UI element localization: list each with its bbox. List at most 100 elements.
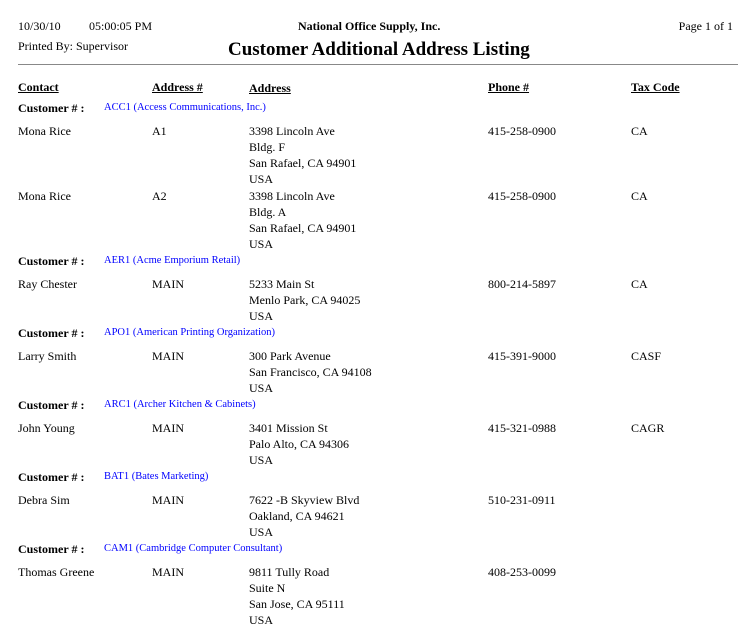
address-line: USA xyxy=(249,237,274,251)
phone-cell: 510-231-0911 xyxy=(488,493,556,507)
customer-label: Customer # : xyxy=(18,542,85,556)
address-cell: 3398 Lincoln Ave Bldg. A San Rafael, CA 94… xyxy=(249,188,750,252)
table-row: Thomas Greene MAIN 408-253-0099 9811 Tully … xyxy=(0,564,750,628)
address-line: 3401 Mission St xyxy=(249,421,328,435)
address-no-cell: MAIN xyxy=(152,349,184,363)
customer-group: Customer # : APO1 (American Printing Orga… xyxy=(0,325,750,396)
address-line: USA xyxy=(249,172,274,186)
address-line: 300 Park Avenue xyxy=(249,349,331,363)
table-row: Ray Chester MAIN 800-214-5897 CA 5233 Main S… xyxy=(0,276,750,324)
address-line: Suite N xyxy=(249,581,286,595)
table-row: John Young MAIN 415-321-0988 CAGR 3401 Missi… xyxy=(0,420,750,468)
address-line: Palo Alto, CA 94306 xyxy=(249,437,350,451)
customer-group: Customer # : ACC1 (Access Communications,… xyxy=(0,100,750,252)
address-line: USA xyxy=(249,381,274,395)
address-cell: 5233 Main St Menlo Park, CA 94025 USA xyxy=(249,276,750,324)
customer-header: Customer # : AER1 (Acme Emporium Retail) xyxy=(0,253,750,276)
address-line: San Francisco, CA 94108 xyxy=(249,365,372,379)
column-tax-code: Tax Code xyxy=(631,80,680,94)
address-no-cell: MAIN xyxy=(152,421,184,435)
address-line: USA xyxy=(249,525,274,539)
print-time: 05:00:05 PM xyxy=(89,19,153,33)
address-line: 5233 Main St xyxy=(249,277,315,291)
address-line: Oakland, CA 94621 xyxy=(249,509,345,523)
phone-cell: 415-391-9000 xyxy=(488,349,556,363)
customer-header: Customer # : APO1 (American Printing Orga… xyxy=(0,325,750,348)
phone-cell: 415-258-0900 xyxy=(488,124,556,138)
table-row: Debra Sim MAIN 510-231-0911 7622 -B Skyview… xyxy=(0,492,750,540)
table-row: Mona Rice A2 415-258-0900 CA 3398 Lincoln Av… xyxy=(0,188,750,252)
customer-label: Customer # : xyxy=(18,326,85,340)
contact-cell: Debra Sim xyxy=(18,493,70,507)
table-row: Larry Smith MAIN 415-391-9000 CASF 300 Park … xyxy=(0,348,750,396)
address-cell: 7622 -B Skyview Blvd Oakland, CA 94621 USA xyxy=(249,492,750,540)
address-line: 7622 -B Skyview Blvd xyxy=(249,493,360,507)
contact-cell: Thomas Greene xyxy=(18,565,95,579)
tax-code-cell: CAGR xyxy=(631,421,665,435)
address-line: Bldg. A xyxy=(249,205,287,219)
customer-header: Customer # : ARC1 (Archer Kitchen & Cabin… xyxy=(0,397,750,420)
customer-group: Customer # : ARC1 (Archer Kitchen & Cabin… xyxy=(0,397,750,468)
customer-name: APO1 (American Printing Organization) xyxy=(104,327,275,338)
tax-code-cell: CA xyxy=(631,189,648,203)
customer-name: ACC1 (Access Communications, Inc.) xyxy=(104,102,266,113)
address-line: USA xyxy=(249,309,274,323)
phone-cell: 415-258-0900 xyxy=(488,189,556,203)
customer-header: Customer # : BAT1 (Bates Marketing) xyxy=(0,469,750,492)
contact-cell: Ray Chester xyxy=(18,277,77,291)
page-number: Page 1 of 1 xyxy=(678,19,733,33)
address-cell: 9811 Tully Road Suite N San Jose, CA 95111… xyxy=(249,564,750,628)
address-line: USA xyxy=(249,453,274,467)
contact-cell: John Young xyxy=(18,421,75,435)
address-no-cell: A2 xyxy=(152,189,167,203)
printed-by: Printed By: Supervisor xyxy=(18,39,128,53)
column-contact: Contact xyxy=(18,80,59,94)
tax-code-cell: CA xyxy=(631,277,648,291)
address-line: San Jose, CA 95111 xyxy=(249,597,345,611)
column-phone: Phone # xyxy=(488,80,530,94)
address-line: San Rafael, CA 94901 xyxy=(249,156,357,170)
phone-cell: 408-253-0099 xyxy=(488,565,556,579)
customer-header: Customer # : ACC1 (Access Communications,… xyxy=(0,100,750,123)
address-line: Menlo Park, CA 94025 xyxy=(249,293,361,307)
customer-group: Customer # : AER1 (Acme Emporium Retail) R… xyxy=(0,253,750,324)
address-line: 3398 Lincoln Ave xyxy=(249,124,335,138)
address-line: USA xyxy=(249,613,274,627)
column-address: Address xyxy=(249,81,291,95)
company-name: National Office Supply, Inc. xyxy=(298,19,441,33)
column-address-no: Address # xyxy=(152,80,203,94)
report-title: Customer Additional Address Listing xyxy=(228,39,530,60)
tax-code-cell: CASF xyxy=(631,349,662,363)
header-divider xyxy=(18,64,738,65)
customer-group: Customer # : BAT1 (Bates Marketing) Debra … xyxy=(0,469,750,540)
tax-code-cell: CA xyxy=(631,124,648,138)
contact-cell: Mona Rice xyxy=(18,189,71,203)
phone-cell: 415-321-0988 xyxy=(488,421,556,435)
address-cell: 300 Park Avenue San Francisco, CA 94108 US… xyxy=(249,348,750,396)
customer-label: Customer # : xyxy=(18,398,85,412)
customer-header: Customer # : CAM1 (Cambridge Computer Con… xyxy=(0,541,750,564)
address-line: 3398 Lincoln Ave xyxy=(249,189,335,203)
customer-label: Customer # : xyxy=(18,470,85,484)
address-no-cell: MAIN xyxy=(152,493,184,507)
customer-name: ARC1 (Archer Kitchen & Cabinets) xyxy=(104,399,256,410)
table-row: Mona Rice A1 415-258-0900 CA 3398 Lincoln Av… xyxy=(0,123,750,187)
phone-cell: 800-214-5897 xyxy=(488,277,556,291)
customer-name: AER1 (Acme Emporium Retail) xyxy=(104,255,241,266)
contact-cell: Larry Smith xyxy=(18,349,77,363)
customer-name: CAM1 (Cambridge Computer Consultant) xyxy=(104,543,283,554)
customer-label: Customer # : xyxy=(18,254,85,268)
address-no-cell: MAIN xyxy=(152,277,184,291)
address-no-cell: A1 xyxy=(152,124,167,138)
customer-group: Customer # : CAM1 (Cambridge Computer Con… xyxy=(0,541,750,628)
customer-label: Customer # : xyxy=(18,101,85,115)
address-line: San Rafael, CA 94901 xyxy=(249,221,357,235)
report-body: Customer # : ACC1 (Access Communications,… xyxy=(0,100,750,629)
address-cell: 3398 Lincoln Ave Bldg. F San Rafael, CA 94… xyxy=(249,123,750,187)
address-no-cell: MAIN xyxy=(152,565,184,579)
contact-cell: Mona Rice xyxy=(18,124,71,138)
print-date: 10/30/10 xyxy=(18,19,61,33)
customer-name: BAT1 (Bates Marketing) xyxy=(104,471,209,482)
address-line: Bldg. F xyxy=(249,140,286,154)
address-cell: 3401 Mission St Palo Alto, CA 94306 USA xyxy=(249,420,750,468)
